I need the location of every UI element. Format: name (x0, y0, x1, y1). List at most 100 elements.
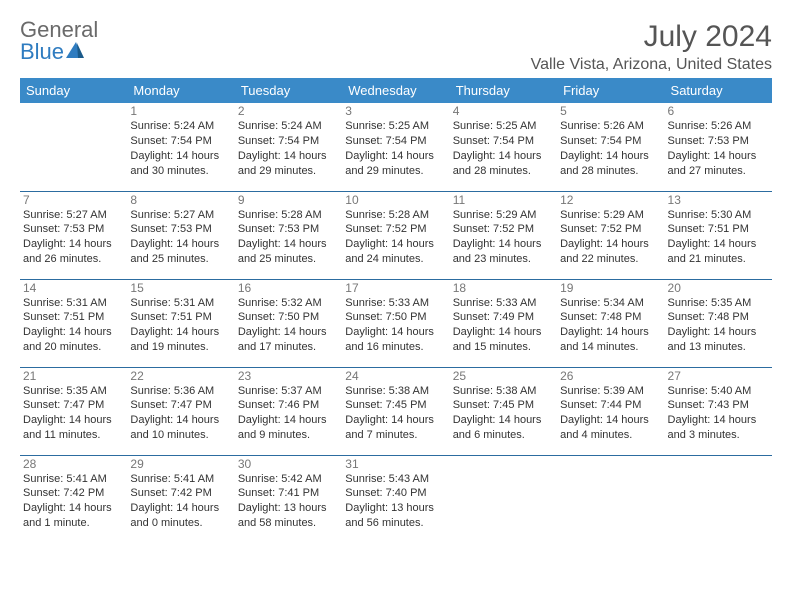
day-header: Wednesday (342, 78, 449, 103)
day-info: Sunrise: 5:32 AMSunset: 7:50 PMDaylight:… (238, 296, 339, 355)
calendar-day-cell: 17Sunrise: 5:33 AMSunset: 7:50 PMDayligh… (342, 279, 449, 367)
day-info: Sunrise: 5:26 AMSunset: 7:54 PMDaylight:… (560, 119, 661, 178)
day-header: Friday (557, 78, 664, 103)
month-title: July 2024 (531, 20, 772, 54)
calendar-day-cell: 10Sunrise: 5:28 AMSunset: 7:52 PMDayligh… (342, 191, 449, 279)
day-info-line: Sunset: 7:53 PM (238, 222, 339, 237)
calendar-day-cell: 23Sunrise: 5:37 AMSunset: 7:46 PMDayligh… (235, 367, 342, 455)
day-info-line: Daylight: 14 hours (453, 413, 554, 428)
calendar-day-cell (20, 103, 127, 191)
day-info: Sunrise: 5:37 AMSunset: 7:46 PMDaylight:… (238, 384, 339, 443)
day-info: Sunrise: 5:40 AMSunset: 7:43 PMDaylight:… (668, 384, 769, 443)
day-number: 19 (560, 281, 661, 295)
calendar-day-cell: 11Sunrise: 5:29 AMSunset: 7:52 PMDayligh… (450, 191, 557, 279)
day-info: Sunrise: 5:33 AMSunset: 7:50 PMDaylight:… (345, 296, 446, 355)
calendar-day-cell: 28Sunrise: 5:41 AMSunset: 7:42 PMDayligh… (20, 455, 127, 543)
day-info-line: Sunset: 7:45 PM (453, 398, 554, 413)
day-info-line: Daylight: 14 hours (668, 237, 769, 252)
day-info-line: and 22 minutes. (560, 252, 661, 267)
day-info-line: Daylight: 14 hours (345, 149, 446, 164)
day-info-line: Sunrise: 5:38 AM (453, 384, 554, 399)
day-info-line: Daylight: 14 hours (560, 149, 661, 164)
day-info-line: Daylight: 14 hours (238, 237, 339, 252)
day-number: 3 (345, 104, 446, 118)
day-info-line: Daylight: 14 hours (238, 325, 339, 340)
day-info-line: and 0 minutes. (130, 516, 231, 531)
calendar-day-cell: 6Sunrise: 5:26 AMSunset: 7:53 PMDaylight… (665, 103, 772, 191)
day-info-line: Sunrise: 5:30 AM (668, 208, 769, 223)
day-number: 28 (23, 457, 124, 471)
day-info-line: Sunset: 7:42 PM (130, 486, 231, 501)
day-info: Sunrise: 5:39 AMSunset: 7:44 PMDaylight:… (560, 384, 661, 443)
sail-icon (64, 40, 86, 65)
day-info-line: Daylight: 14 hours (23, 325, 124, 340)
day-info-line: and 16 minutes. (345, 340, 446, 355)
day-number: 18 (453, 281, 554, 295)
day-number: 1 (130, 104, 231, 118)
day-number: 31 (345, 457, 446, 471)
day-info-line: Sunset: 7:48 PM (560, 310, 661, 325)
day-info-line: Sunrise: 5:31 AM (130, 296, 231, 311)
day-info-line: Daylight: 14 hours (453, 149, 554, 164)
day-number: 2 (238, 104, 339, 118)
day-info: Sunrise: 5:27 AMSunset: 7:53 PMDaylight:… (130, 208, 231, 267)
day-info: Sunrise: 5:30 AMSunset: 7:51 PMDaylight:… (668, 208, 769, 267)
day-info-line: and 26 minutes. (23, 252, 124, 267)
calendar-day-cell: 24Sunrise: 5:38 AMSunset: 7:45 PMDayligh… (342, 367, 449, 455)
calendar-body: 1Sunrise: 5:24 AMSunset: 7:54 PMDaylight… (20, 103, 772, 543)
calendar-day-cell: 13Sunrise: 5:30 AMSunset: 7:51 PMDayligh… (665, 191, 772, 279)
day-info-line: Daylight: 14 hours (668, 325, 769, 340)
day-info-line: and 14 minutes. (560, 340, 661, 355)
calendar-week-row: 14Sunrise: 5:31 AMSunset: 7:51 PMDayligh… (20, 279, 772, 367)
day-info-line: Sunrise: 5:25 AM (453, 119, 554, 134)
day-number: 17 (345, 281, 446, 295)
calendar-day-cell: 15Sunrise: 5:31 AMSunset: 7:51 PMDayligh… (127, 279, 234, 367)
calendar-day-cell (450, 455, 557, 543)
day-info-line: Sunrise: 5:37 AM (238, 384, 339, 399)
day-info-line: Sunrise: 5:29 AM (453, 208, 554, 223)
day-info-line: Sunrise: 5:28 AM (345, 208, 446, 223)
day-info: Sunrise: 5:35 AMSunset: 7:48 PMDaylight:… (668, 296, 769, 355)
calendar-day-cell: 7Sunrise: 5:27 AMSunset: 7:53 PMDaylight… (20, 191, 127, 279)
calendar-day-cell: 22Sunrise: 5:36 AMSunset: 7:47 PMDayligh… (127, 367, 234, 455)
day-info-line: Sunset: 7:48 PM (668, 310, 769, 325)
calendar-day-cell: 1Sunrise: 5:24 AMSunset: 7:54 PMDaylight… (127, 103, 234, 191)
day-number: 5 (560, 104, 661, 118)
day-info-line: and 7 minutes. (345, 428, 446, 443)
day-info-line: Sunset: 7:54 PM (238, 134, 339, 149)
day-info-line: Daylight: 14 hours (560, 413, 661, 428)
day-info: Sunrise: 5:24 AMSunset: 7:54 PMDaylight:… (130, 119, 231, 178)
day-info-line: and 21 minutes. (668, 252, 769, 267)
day-info-line: Sunset: 7:47 PM (23, 398, 124, 413)
calendar-day-cell: 31Sunrise: 5:43 AMSunset: 7:40 PMDayligh… (342, 455, 449, 543)
day-info-line: and 28 minutes. (560, 164, 661, 179)
day-info-line: Daylight: 14 hours (668, 413, 769, 428)
day-info-line: and 23 minutes. (453, 252, 554, 267)
day-info-line: Sunset: 7:52 PM (453, 222, 554, 237)
day-info-line: Sunrise: 5:24 AM (130, 119, 231, 134)
day-info: Sunrise: 5:29 AMSunset: 7:52 PMDaylight:… (560, 208, 661, 267)
day-number: 25 (453, 369, 554, 383)
day-info-line: Sunrise: 5:29 AM (560, 208, 661, 223)
day-info-line: Sunrise: 5:27 AM (23, 208, 124, 223)
day-header: Thursday (450, 78, 557, 103)
day-info-line: Sunset: 7:53 PM (23, 222, 124, 237)
day-info-line: Sunset: 7:45 PM (345, 398, 446, 413)
day-info: Sunrise: 5:28 AMSunset: 7:52 PMDaylight:… (345, 208, 446, 267)
day-info-line: and 28 minutes. (453, 164, 554, 179)
day-number: 9 (238, 193, 339, 207)
day-info: Sunrise: 5:41 AMSunset: 7:42 PMDaylight:… (130, 472, 231, 531)
day-info-line: and 56 minutes. (345, 516, 446, 531)
day-info-line: Daylight: 14 hours (345, 413, 446, 428)
day-info-line: Sunset: 7:50 PM (345, 310, 446, 325)
day-number: 21 (23, 369, 124, 383)
day-number: 20 (668, 281, 769, 295)
day-info-line: Sunrise: 5:33 AM (345, 296, 446, 311)
day-info-line: Sunrise: 5:32 AM (238, 296, 339, 311)
day-number: 22 (130, 369, 231, 383)
day-number: 15 (130, 281, 231, 295)
day-info: Sunrise: 5:38 AMSunset: 7:45 PMDaylight:… (453, 384, 554, 443)
day-info-line: Daylight: 14 hours (23, 237, 124, 252)
calendar-day-cell: 25Sunrise: 5:38 AMSunset: 7:45 PMDayligh… (450, 367, 557, 455)
day-info: Sunrise: 5:29 AMSunset: 7:52 PMDaylight:… (453, 208, 554, 267)
